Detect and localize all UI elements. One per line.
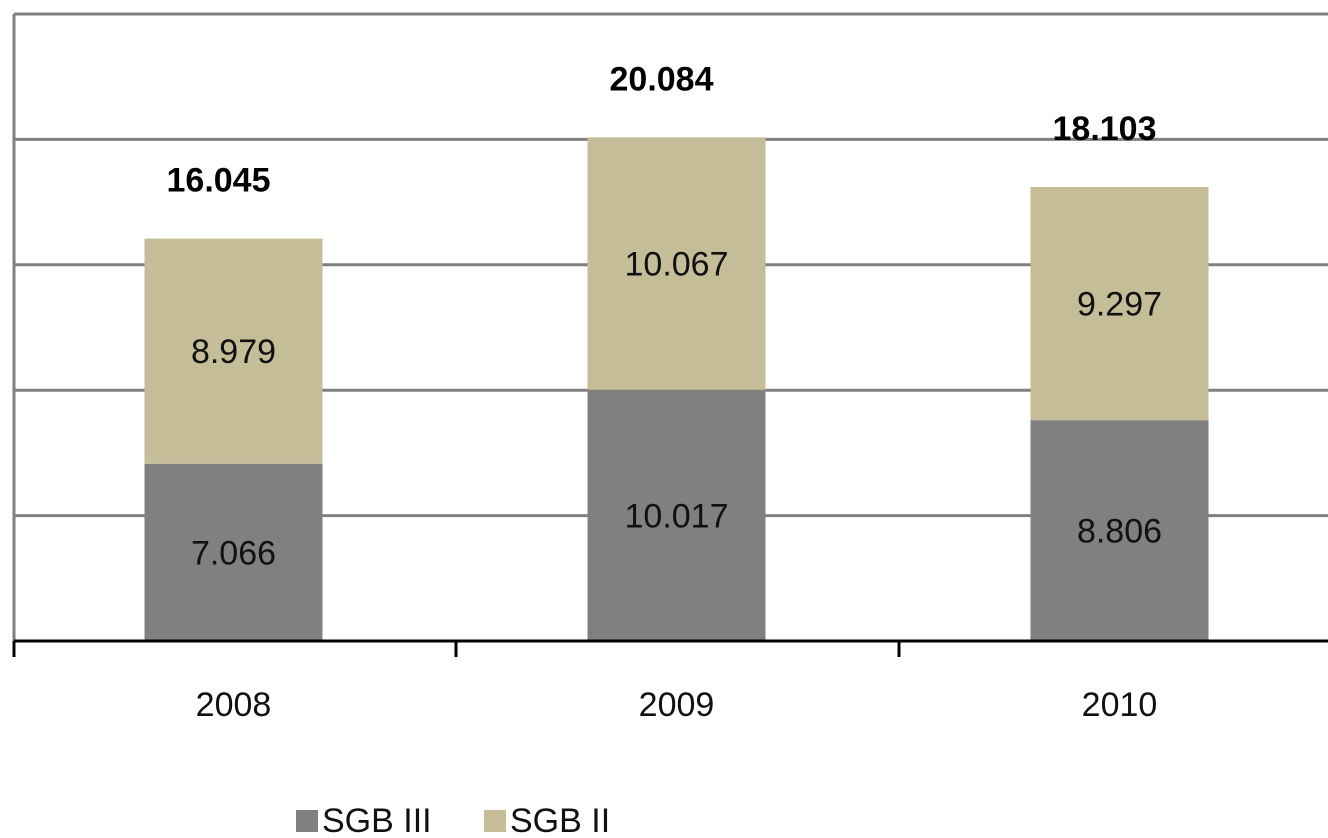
bars [144, 137, 1209, 641]
data-label: 8.979 [191, 333, 276, 371]
bar-segment [587, 137, 766, 390]
legend-label: SGB III [322, 802, 432, 838]
bar-segment [144, 238, 323, 464]
total-labels: 16.045 20.084 18.103 [167, 60, 1157, 199]
data-label: 9.297 [1077, 286, 1162, 324]
data-label: 10.017 [625, 497, 729, 535]
bar-segment [587, 389, 766, 641]
segment-labels: 7.066 8.979 10.017 10.067 8.806 9.297 [191, 246, 1162, 573]
total-label: 16.045 [167, 162, 271, 200]
legend-label: SGB II [510, 802, 610, 838]
total-label: 20.084 [610, 60, 714, 98]
x-axis: 2008 2009 2010 [12, 639, 1328, 724]
bar-segment [1030, 420, 1209, 641]
data-label: 10.067 [625, 246, 729, 284]
legend: SGB III SGB II [296, 802, 610, 838]
x-tick-label: 2009 [639, 686, 715, 724]
x-tick-label: 2010 [1082, 686, 1158, 724]
data-label: 7.066 [191, 534, 276, 572]
bar-segment [144, 463, 323, 641]
x-tick-label: 2008 [196, 686, 272, 724]
bar-segment [1030, 186, 1209, 421]
data-label: 8.806 [1077, 513, 1162, 551]
plot-frame [12, 12, 1328, 641]
legend-swatch [296, 810, 318, 832]
total-label: 18.103 [1053, 110, 1157, 148]
legend-swatch [484, 810, 506, 832]
